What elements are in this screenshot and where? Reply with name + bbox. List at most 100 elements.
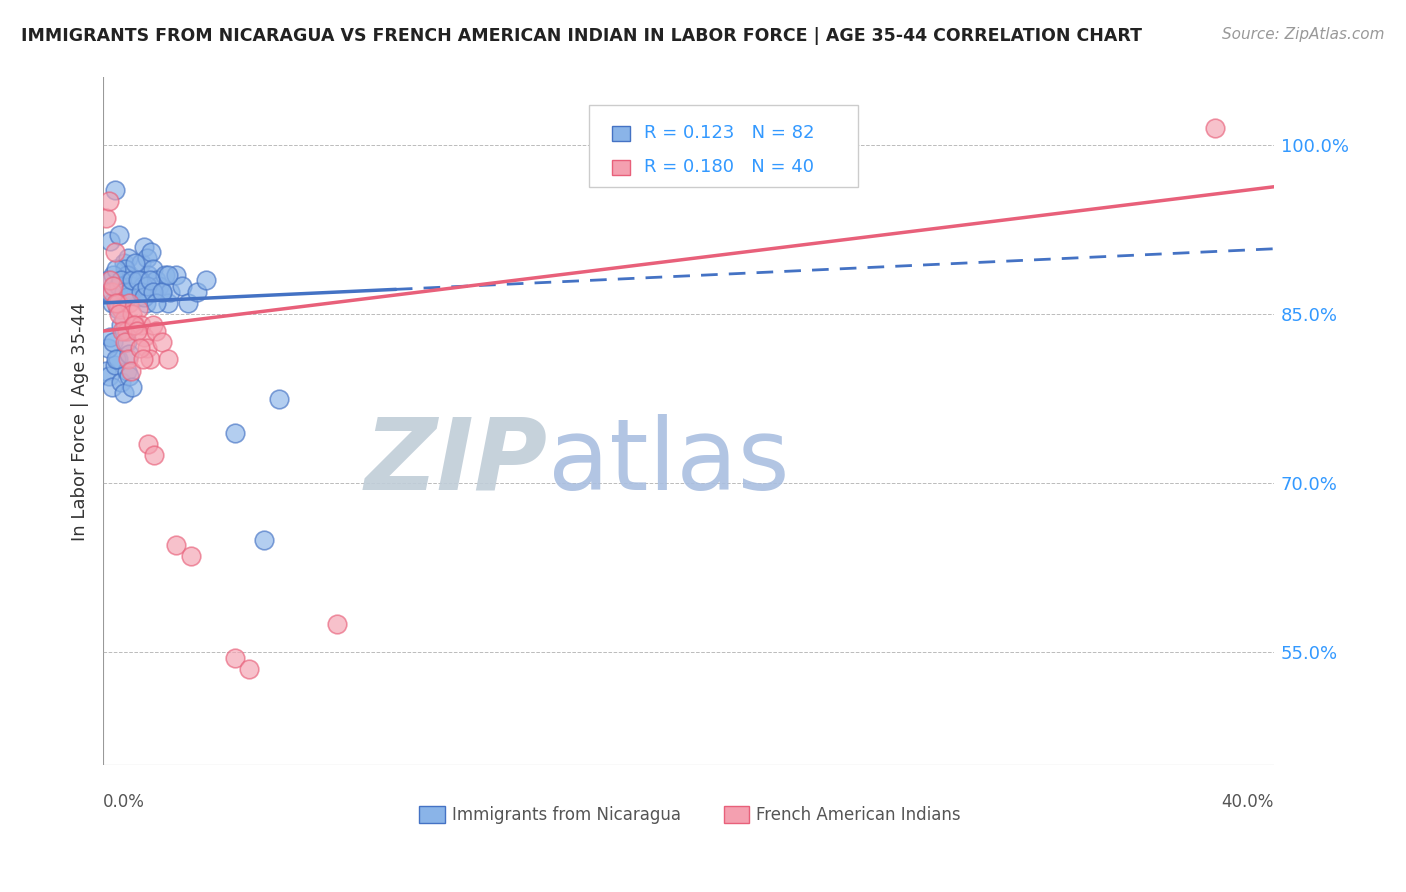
Point	[194, 273, 217, 287]
Point	[112, 324, 135, 338]
Point	[145, 296, 167, 310]
Point	[98, 194, 121, 209]
Point	[115, 268, 138, 282]
Point	[115, 290, 138, 304]
Point	[110, 375, 132, 389]
Point	[121, 279, 143, 293]
Point	[145, 273, 167, 287]
Point	[148, 279, 170, 293]
Point	[1204, 121, 1226, 136]
Point	[100, 329, 122, 343]
Point	[108, 228, 131, 243]
Point	[150, 285, 173, 299]
Point	[132, 239, 155, 253]
Point	[100, 234, 122, 248]
Point	[107, 301, 129, 316]
Point	[124, 256, 146, 270]
Point	[96, 273, 118, 287]
Point	[104, 183, 127, 197]
Point	[105, 296, 128, 310]
Point	[107, 296, 129, 310]
Text: 40.0%: 40.0%	[1222, 793, 1274, 811]
Point	[103, 279, 125, 293]
Point	[129, 256, 152, 270]
Bar	[419, 806, 444, 823]
Point	[117, 352, 139, 367]
Point	[111, 324, 134, 338]
Point	[139, 273, 162, 287]
Point	[127, 290, 149, 304]
Point	[141, 245, 163, 260]
Point	[172, 279, 194, 293]
Point	[186, 285, 208, 299]
Point	[101, 285, 124, 299]
Point	[165, 268, 187, 282]
Text: ZIP: ZIP	[366, 414, 548, 511]
Point	[267, 392, 290, 406]
Point	[156, 268, 179, 282]
Point	[127, 273, 149, 287]
Text: atlas: atlas	[548, 414, 790, 511]
Point	[120, 363, 142, 377]
Text: R = 0.123   N = 82: R = 0.123 N = 82	[644, 124, 815, 143]
Point	[139, 285, 162, 299]
Text: IMMIGRANTS FROM NICARAGUA VS FRENCH AMERICAN INDIAN IN LABOR FORCE | AGE 35-44 C: IMMIGRANTS FROM NICARAGUA VS FRENCH AMER…	[21, 27, 1142, 45]
Point	[112, 256, 135, 270]
Point	[136, 251, 159, 265]
Point	[108, 307, 131, 321]
Point	[108, 279, 131, 293]
Point	[125, 290, 148, 304]
Point	[136, 279, 159, 293]
Text: Immigrants from Nicaragua: Immigrants from Nicaragua	[451, 805, 681, 823]
Point	[145, 324, 167, 338]
Point	[107, 296, 129, 310]
Point	[121, 380, 143, 394]
Point	[132, 329, 155, 343]
Point	[98, 369, 121, 384]
Point	[115, 335, 138, 350]
Point	[94, 211, 117, 226]
Point	[138, 437, 160, 451]
Point	[156, 296, 179, 310]
Point	[114, 262, 136, 277]
Point	[142, 318, 165, 333]
Point	[103, 335, 125, 350]
Point	[110, 301, 132, 316]
Point	[153, 268, 176, 282]
Point	[118, 268, 141, 282]
Point	[129, 285, 152, 299]
Point	[142, 262, 165, 277]
Point	[110, 273, 132, 287]
Point	[107, 279, 129, 293]
Point	[96, 341, 118, 355]
Point	[143, 448, 166, 462]
Point	[224, 651, 246, 665]
Point	[124, 273, 146, 287]
Point	[165, 538, 187, 552]
Point	[139, 352, 162, 367]
Point	[105, 262, 128, 277]
Point	[124, 318, 146, 333]
Point	[104, 245, 127, 260]
Point	[180, 549, 202, 564]
Point	[125, 324, 148, 338]
Point	[112, 285, 135, 299]
Point	[238, 662, 260, 676]
Text: French American Indians: French American Indians	[756, 805, 962, 823]
Point	[128, 273, 150, 287]
Text: Source: ZipAtlas.com: Source: ZipAtlas.com	[1222, 27, 1385, 42]
Point	[101, 296, 124, 310]
Point	[136, 341, 159, 355]
Y-axis label: In Labor Force | Age 35-44: In Labor Force | Age 35-44	[72, 301, 89, 541]
Point	[118, 296, 141, 310]
Point	[121, 307, 143, 321]
Bar	[613, 126, 630, 141]
Point	[135, 296, 157, 310]
Point	[131, 279, 153, 293]
Point	[118, 285, 141, 299]
Point	[150, 335, 173, 350]
Point	[150, 285, 173, 299]
Point	[94, 363, 117, 377]
Point	[253, 533, 276, 547]
Point	[114, 335, 136, 350]
